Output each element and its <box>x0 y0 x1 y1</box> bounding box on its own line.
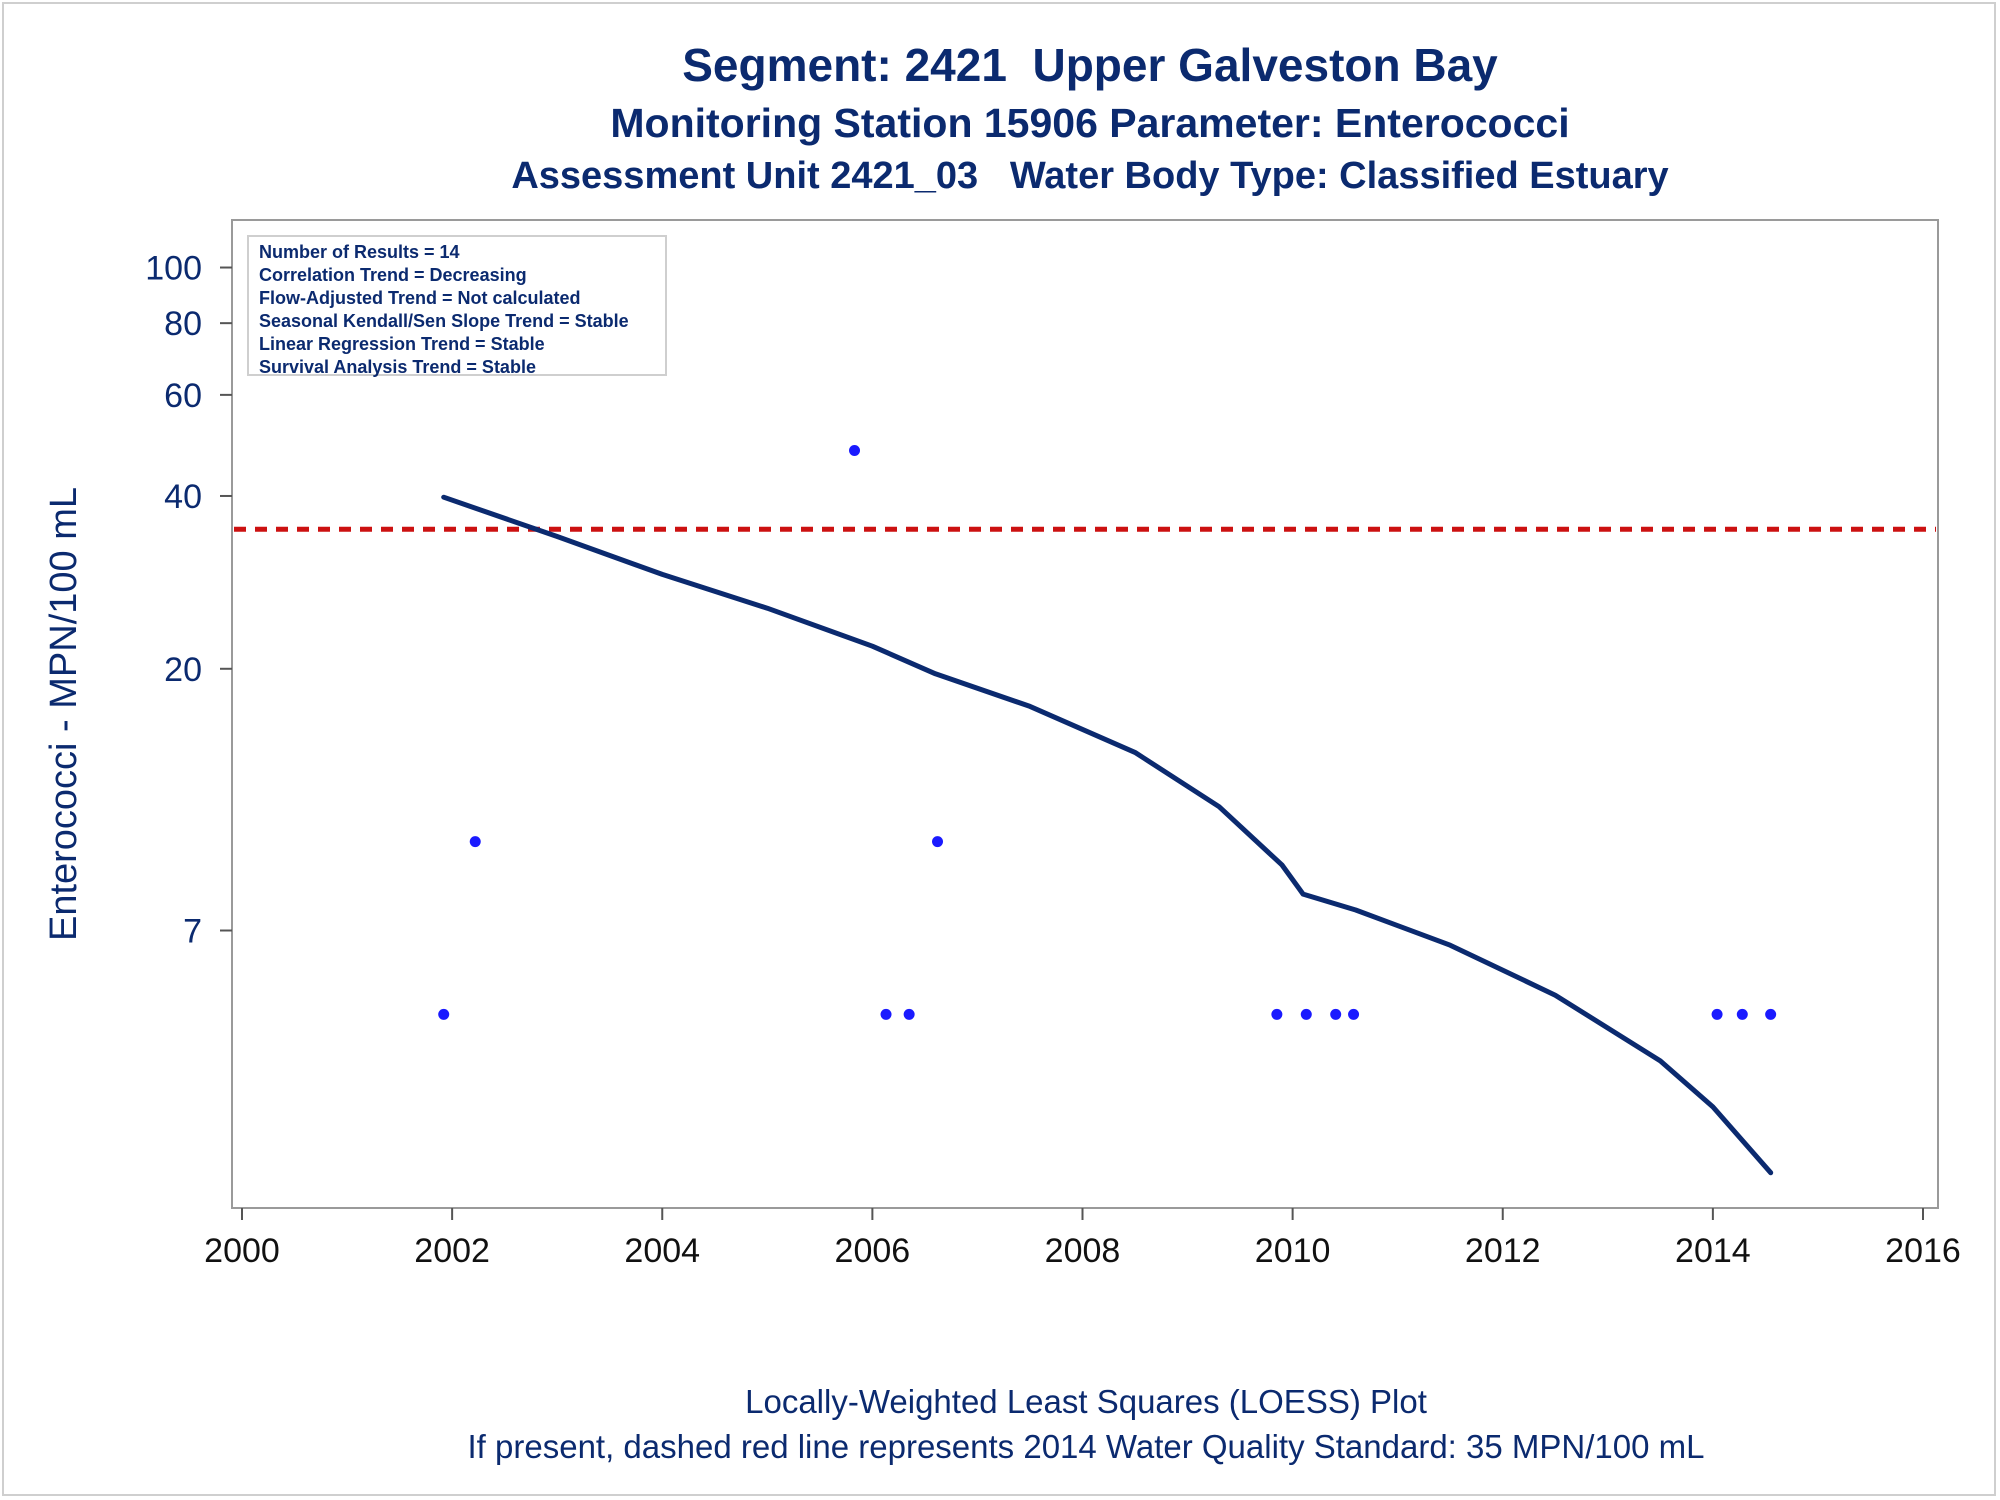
x-tick-label: 2014 <box>1675 1232 1751 1270</box>
data-point <box>1711 1008 1723 1020</box>
y-tick-label: 20 <box>164 651 202 689</box>
y-tick-label: 60 <box>164 377 202 415</box>
data-point <box>469 836 481 848</box>
x-tick-label: 2004 <box>624 1232 700 1270</box>
y-tick-label: 100 <box>145 250 202 288</box>
x-tick-label: 2000 <box>204 1232 280 1270</box>
stats-line-flow-adjusted: Flow-Adjusted Trend = Not calculated <box>259 288 581 308</box>
x-tick-label: 2008 <box>1045 1232 1121 1270</box>
data-point <box>932 836 944 848</box>
x-tick-label: 2002 <box>414 1232 490 1270</box>
data-point <box>1348 1008 1360 1020</box>
data-point <box>880 1008 892 1020</box>
stats-line-linear-regression: Linear Regression Trend = Stable <box>259 334 545 354</box>
data-point <box>1271 1008 1283 1020</box>
y-tick-label: 40 <box>164 478 202 516</box>
data-point <box>438 1008 450 1020</box>
data-point <box>903 1008 915 1020</box>
stats-line-seasonal-kendall: Seasonal Kendall/Sen Slope Trend = Stabl… <box>259 311 629 331</box>
x-axis: 2000 2002 2004 2006 2008 2010 2012 2014 2016 <box>204 1208 1961 1270</box>
y-tick-label: 7 <box>183 913 202 951</box>
y-axis-label: Enterococci - MPN/100 mL <box>43 487 85 941</box>
y-tick-label: 80 <box>164 305 202 343</box>
stats-box: Number of Results = 14 Correlation Trend… <box>247 235 667 377</box>
footnote-standard: If present, dashed red line represents 2… <box>467 1428 1705 1465</box>
x-tick-label: 2016 <box>1885 1232 1961 1270</box>
stats-line-correlation: Correlation Trend = Decreasing <box>259 265 527 285</box>
chart-title: Segment: 2421 Upper Galveston Bay <box>682 39 1498 91</box>
footnote-method: Locally-Weighted Least Squares (LOESS) P… <box>745 1383 1427 1420</box>
y-axis: 7 20 40 60 80 100 <box>145 250 232 951</box>
plot-area <box>231 219 1939 1209</box>
stats-line-results: Number of Results = 14 <box>259 242 460 262</box>
loess-curve <box>441 494 1774 1176</box>
chart-subtitle: Monitoring Station 15906 Parameter: Ente… <box>610 100 1570 146</box>
data-point <box>1765 1008 1777 1020</box>
chart-subtitle-2: Assessment Unit 2421_03 Water Body Type:… <box>511 155 1669 197</box>
x-tick-label: 2010 <box>1255 1232 1331 1270</box>
data-point <box>1330 1008 1342 1020</box>
data-point <box>1736 1008 1748 1020</box>
stats-line-survival-analysis: Survival Analysis Trend = Stable <box>259 357 536 377</box>
loess-curve-layer <box>441 494 1774 1176</box>
data-point <box>1300 1008 1312 1020</box>
x-tick-label: 2006 <box>835 1232 911 1270</box>
x-tick-label: 2012 <box>1465 1232 1541 1270</box>
data-point <box>849 445 861 457</box>
